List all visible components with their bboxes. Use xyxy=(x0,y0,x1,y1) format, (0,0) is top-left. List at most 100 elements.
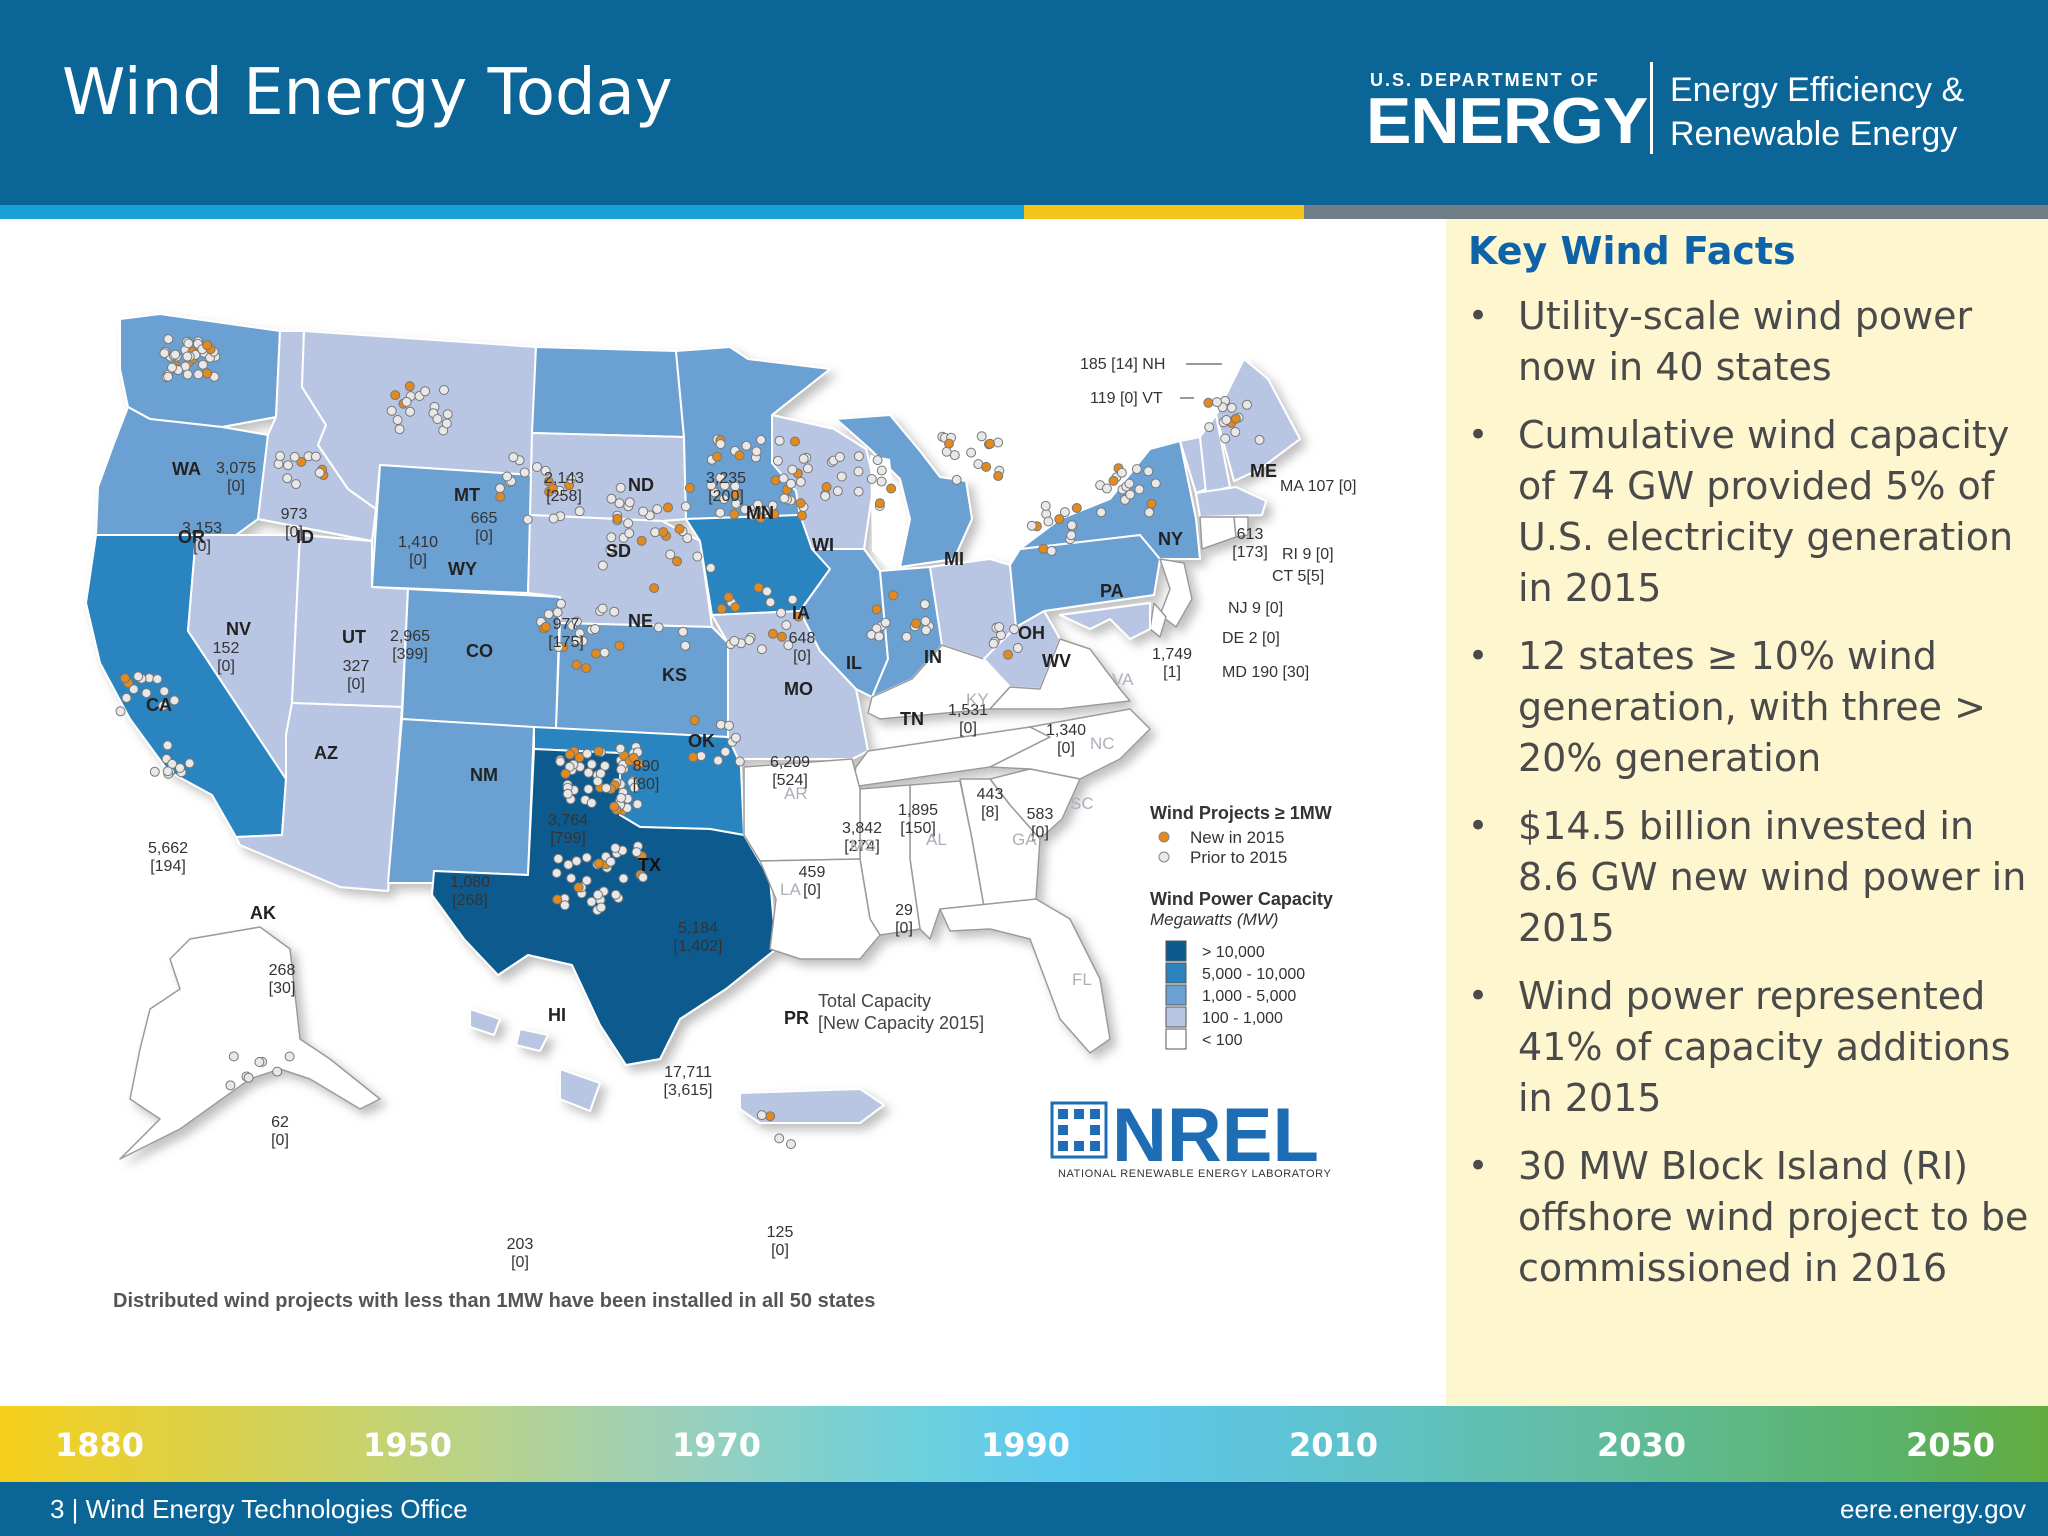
project-dot-prior xyxy=(562,788,573,799)
state-new-capacity-in: [150] xyxy=(900,820,936,837)
state-capacity-nd: 2,143 xyxy=(544,470,584,487)
project-dot-prior xyxy=(442,409,453,420)
legend-swatch xyxy=(1165,1006,1187,1028)
state-capacity-or: 3,153 xyxy=(182,520,222,537)
project-dot-new xyxy=(944,438,954,449)
project-dot-prior xyxy=(1134,484,1145,495)
project-dot-prior xyxy=(802,463,813,474)
footer-website-link[interactable]: eere.energy.gov xyxy=(1840,1494,2026,1524)
project-dot-prior xyxy=(272,1066,283,1077)
eere-line-1: Energy Efficiency & xyxy=(1670,71,1965,109)
project-dot-prior xyxy=(652,504,663,515)
project-dot-prior xyxy=(719,494,729,505)
state-capacity-nv: 152 xyxy=(213,640,240,657)
project-dot-new xyxy=(985,438,995,449)
state-new-capacity-nm: [268] xyxy=(452,892,488,909)
project-dot-prior xyxy=(629,782,640,793)
legend-prior-label: Prior to 2015 xyxy=(1190,848,1287,867)
project-dot-prior xyxy=(163,334,174,345)
project-dot-prior xyxy=(559,900,570,911)
legend-swatch xyxy=(1165,1028,1187,1050)
project-dot-prior xyxy=(836,471,847,482)
project-dot-prior xyxy=(759,505,770,516)
project-dot-prior xyxy=(786,478,796,489)
project-dot-new xyxy=(614,640,625,651)
project-dot-prior xyxy=(729,636,740,646)
project-dot-new xyxy=(573,882,584,893)
project-dot-new xyxy=(684,482,695,493)
state-new-capacity-mn: [200] xyxy=(708,488,744,505)
state-capacity-in: 1,895 xyxy=(898,802,938,819)
project-dot-prior xyxy=(631,847,642,858)
state-new-capacity-ca: [194] xyxy=(150,858,186,875)
state-label-wi: WI xyxy=(812,535,834,555)
project-dot-prior xyxy=(597,603,608,614)
callout-md: MD 190 [30] xyxy=(1222,664,1309,681)
project-dot-prior xyxy=(765,597,776,608)
project-dot-prior xyxy=(610,843,621,853)
state-new-capacity-ia: [524] xyxy=(772,772,808,789)
project-dot-prior xyxy=(162,766,173,777)
eere-line-2: Renewable Energy xyxy=(1670,115,1958,153)
state-label-nc: NC xyxy=(1090,734,1115,753)
state-label-ne: NE xyxy=(628,611,653,631)
project-dot-prior xyxy=(167,758,178,769)
legend-bin-label: < 100 xyxy=(1202,1032,1243,1049)
state-capacity-mn: 3,235 xyxy=(706,470,746,487)
project-dot-new xyxy=(1003,649,1013,660)
project-dot-prior xyxy=(795,476,806,487)
project-dot-prior xyxy=(872,455,883,466)
project-dot-new xyxy=(672,556,682,567)
project-dot-prior xyxy=(553,853,564,864)
legend-bins: > 10,000 5,000 - 10,000 1,000 - 5,000 100 -… xyxy=(1165,940,1305,1050)
project-dot-prior xyxy=(392,415,403,425)
project-dot-prior xyxy=(874,631,885,642)
project-dot-new xyxy=(1071,503,1082,513)
legend-swatch xyxy=(1165,940,1187,962)
project-dot-new xyxy=(1108,475,1119,486)
project-dot-prior xyxy=(901,631,912,642)
state-label-mt: MT xyxy=(454,485,480,505)
state-new-capacity-ne: [80] xyxy=(633,776,660,793)
state-ma xyxy=(1195,486,1267,518)
state-label-va: VA xyxy=(1112,670,1134,689)
state-new-capacity-ut: [0] xyxy=(347,676,365,693)
fact-item: • $14.5 billion invested in 8.6 GW new wi… xyxy=(1468,801,2038,954)
project-dot-prior xyxy=(1230,427,1241,437)
nrel-symbol-icon xyxy=(1050,1101,1108,1159)
project-dot-prior xyxy=(783,640,794,651)
project-dot-new xyxy=(911,618,921,629)
project-dot-prior xyxy=(680,501,691,512)
footer-page-office: 3 | Wind Energy Technologies Office xyxy=(50,1494,468,1524)
bullet-icon: • xyxy=(1468,806,1489,846)
project-dot-prior xyxy=(121,692,132,703)
state-capacity-ks: 3,764 xyxy=(548,812,588,829)
state-new-capacity-nd: [258] xyxy=(546,488,582,505)
project-dot-new xyxy=(689,715,700,726)
eere-logo-text: Energy Efficiency & Renewable Energy xyxy=(1670,68,1964,156)
logo-divider xyxy=(1650,62,1653,154)
project-dot-prior xyxy=(1144,507,1155,518)
fact-item: • Utility-scale wind power now in 40 stat… xyxy=(1468,291,2038,393)
project-dot-prior xyxy=(522,514,533,525)
project-dot-prior xyxy=(582,748,593,759)
project-dot-prior xyxy=(605,544,616,555)
state-capacity-az: 268 xyxy=(269,962,296,979)
project-dot-prior xyxy=(149,766,160,777)
project-dot-prior xyxy=(405,406,416,417)
state-label-oh: OH xyxy=(1018,623,1045,643)
project-dot-prior xyxy=(798,453,809,464)
state-capacity-sd: 977 xyxy=(553,616,580,633)
state-label-or: OR xyxy=(178,527,205,547)
state-capacity-pa: 1,340 xyxy=(1046,722,1086,739)
state-nd xyxy=(531,346,685,438)
project-dot-prior xyxy=(786,1139,796,1150)
project-dot-new xyxy=(753,582,764,593)
project-dot-new xyxy=(993,471,1004,481)
state-label-tx: TX xyxy=(638,855,661,875)
northeast-callouts: 185 [14] NH 119 [0] VT MA 107 [0] RI 9 [… xyxy=(1080,356,1357,681)
project-dot-prior xyxy=(650,527,661,538)
state-capacity-wy: 1,410 xyxy=(398,534,438,551)
project-dot-prior xyxy=(566,873,577,884)
state-label-ok: OK xyxy=(688,731,715,751)
